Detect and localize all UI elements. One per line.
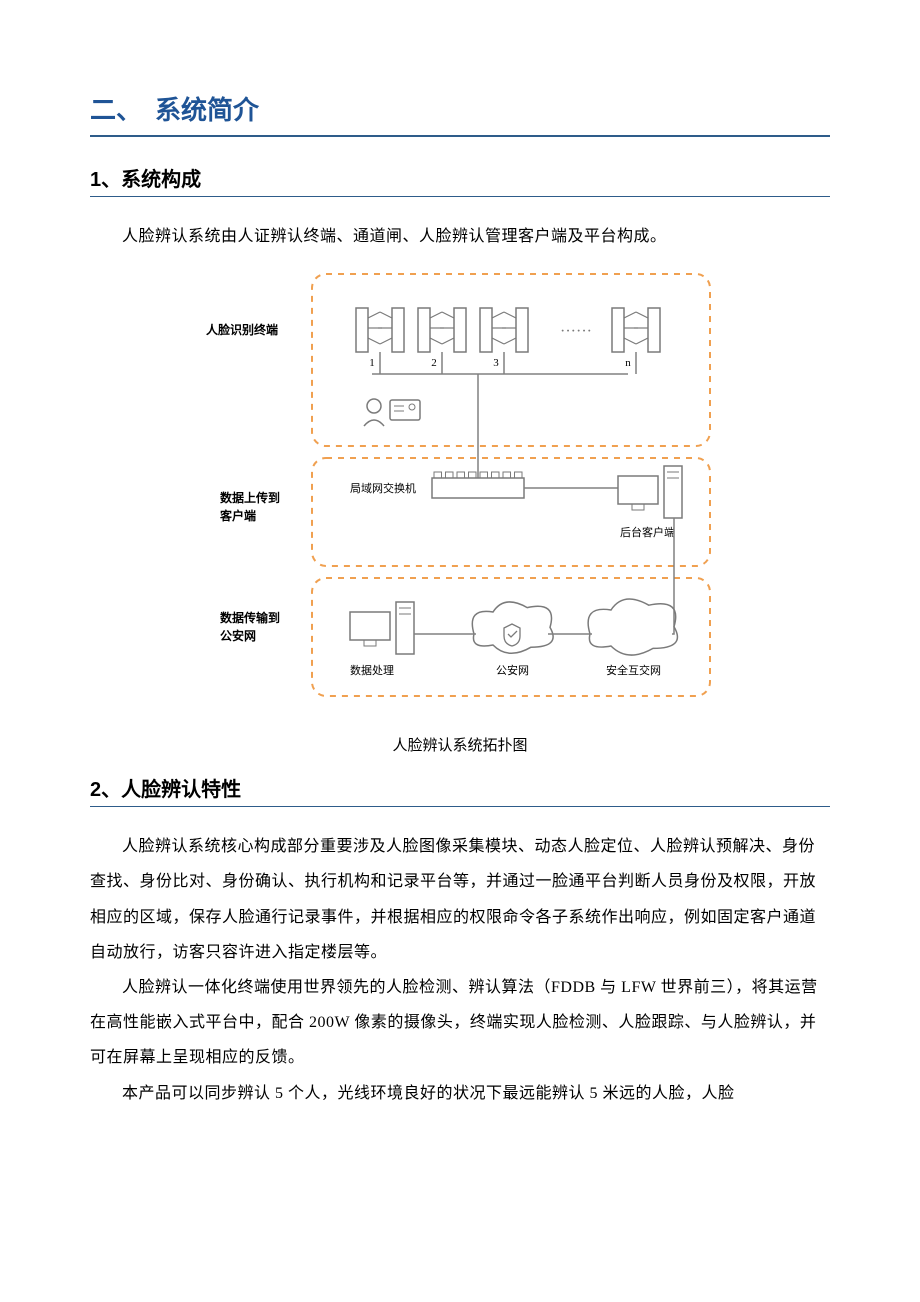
label-police: 公安网	[220, 628, 256, 643]
turnstile-arm-icon	[504, 338, 516, 344]
turnstile-arm-icon	[504, 312, 516, 318]
turnstile-arm-icon	[492, 338, 504, 344]
pc-tower-icon	[664, 466, 682, 518]
turnstile-arm-icon	[492, 312, 504, 318]
person-body-icon	[364, 420, 384, 426]
monitor-icon	[350, 612, 390, 640]
topology-diagram: 人脸识别终端数据上传到客户端数据传输到公安网 1 2 3 n ······ 局域网交换机后台…	[200, 266, 720, 726]
turnstile-arm-icon	[636, 312, 648, 318]
label-switch: 局域网交换机	[350, 481, 416, 495]
h2b-text: 2、人脸辨认特性	[90, 779, 241, 801]
id-card-icon	[390, 400, 420, 420]
turnstile-arm-icon	[368, 312, 380, 318]
label-upload: 客户端	[219, 508, 256, 523]
label-upload: 数据上传到	[220, 490, 280, 505]
diagram-caption: 人脸辨认系统拓扑图	[90, 734, 830, 755]
turnstile-arm-icon	[636, 338, 648, 344]
switch-icon	[432, 478, 524, 498]
turnstile-arm-icon	[624, 312, 636, 318]
topology-diagram-container: 人脸识别终端数据上传到客户端数据传输到公安网 1 2 3 n ······ 局域网交换机后台…	[90, 266, 830, 726]
switch-port-icon	[469, 472, 477, 478]
paragraph-features-3: 本产品可以同步辨认 5 个人，光线环境良好的状况下最远能辨认 5 米远的人脸，人…	[90, 1076, 830, 1111]
shield-icon	[504, 624, 520, 646]
subsection-heading-features: 2、人脸辨认特性	[90, 773, 830, 807]
h1-text: 二、 系统简介	[90, 95, 259, 125]
label-client-pc: 后台客户端	[620, 525, 675, 539]
pc-tower-icon	[396, 602, 414, 654]
turnstile-arm-icon	[442, 312, 454, 318]
person-head-icon	[367, 399, 381, 413]
turnstile-post-icon	[356, 308, 368, 352]
turnstile-post-icon	[648, 308, 660, 352]
ellipsis-icon: ······	[560, 323, 592, 340]
turnstile-arm-icon	[380, 338, 392, 344]
turnstile-post-icon	[480, 308, 492, 352]
turnstile-number: n	[625, 357, 631, 369]
switch-port-icon	[457, 472, 465, 478]
switch-port-icon	[480, 472, 488, 478]
turnstile-post-icon	[392, 308, 404, 352]
turnstile-arm-icon	[442, 338, 454, 344]
turnstile-post-icon	[418, 308, 430, 352]
turnstile-arm-icon	[430, 312, 442, 318]
turnstile-arm-icon	[624, 338, 636, 344]
h2a-text: 1、系统构成	[90, 169, 201, 191]
switch-port-icon	[503, 472, 511, 478]
turnstile-arm-icon	[380, 312, 392, 318]
turnstile-number: 3	[493, 357, 499, 369]
turnstile-arm-icon	[368, 338, 380, 344]
section-heading-overview: 二、 系统简介	[90, 90, 830, 137]
label-terminals: 人脸识别终端	[206, 322, 278, 337]
check-icon	[508, 631, 517, 637]
label-cloud-police: 公安网	[496, 663, 529, 677]
id-card-photo-icon	[409, 404, 415, 410]
paragraph-features-1: 人脸辨认系统核心构成部分重要涉及人脸图像采集模块、动态人脸定位、人脸辨认预解决、…	[90, 829, 830, 970]
label-server-pc: 数据处理	[350, 663, 394, 677]
paragraph-features-2: 人脸辨认一体化终端使用世界领先的人脸检测、辨认算法（FDDB 与 LFW 世界前…	[90, 970, 830, 1076]
monitor-stand-icon	[632, 504, 644, 510]
switch-port-icon	[492, 472, 500, 478]
turnstile-post-icon	[516, 308, 528, 352]
turnstile-arm-icon	[430, 338, 442, 344]
monitor-icon	[618, 476, 658, 504]
turnstile-number: 1	[369, 357, 375, 369]
paragraph-intro: 人脸辨认系统由人证辨认终端、通道闸、人脸辨认管理客户端及平台构成。	[90, 219, 830, 254]
subsection-heading-composition: 1、系统构成	[90, 163, 830, 197]
cloud-secure-icon	[588, 599, 677, 655]
label-cloud-secure: 安全互交网	[606, 663, 661, 677]
switch-port-icon	[446, 472, 454, 478]
turnstile-post-icon	[454, 308, 466, 352]
monitor-stand-icon	[364, 640, 376, 646]
switch-port-icon	[515, 472, 523, 478]
turnstile-number: 2	[431, 357, 437, 369]
switch-port-icon	[434, 472, 442, 478]
label-police: 数据传输到	[220, 610, 280, 625]
turnstile-post-icon	[612, 308, 624, 352]
